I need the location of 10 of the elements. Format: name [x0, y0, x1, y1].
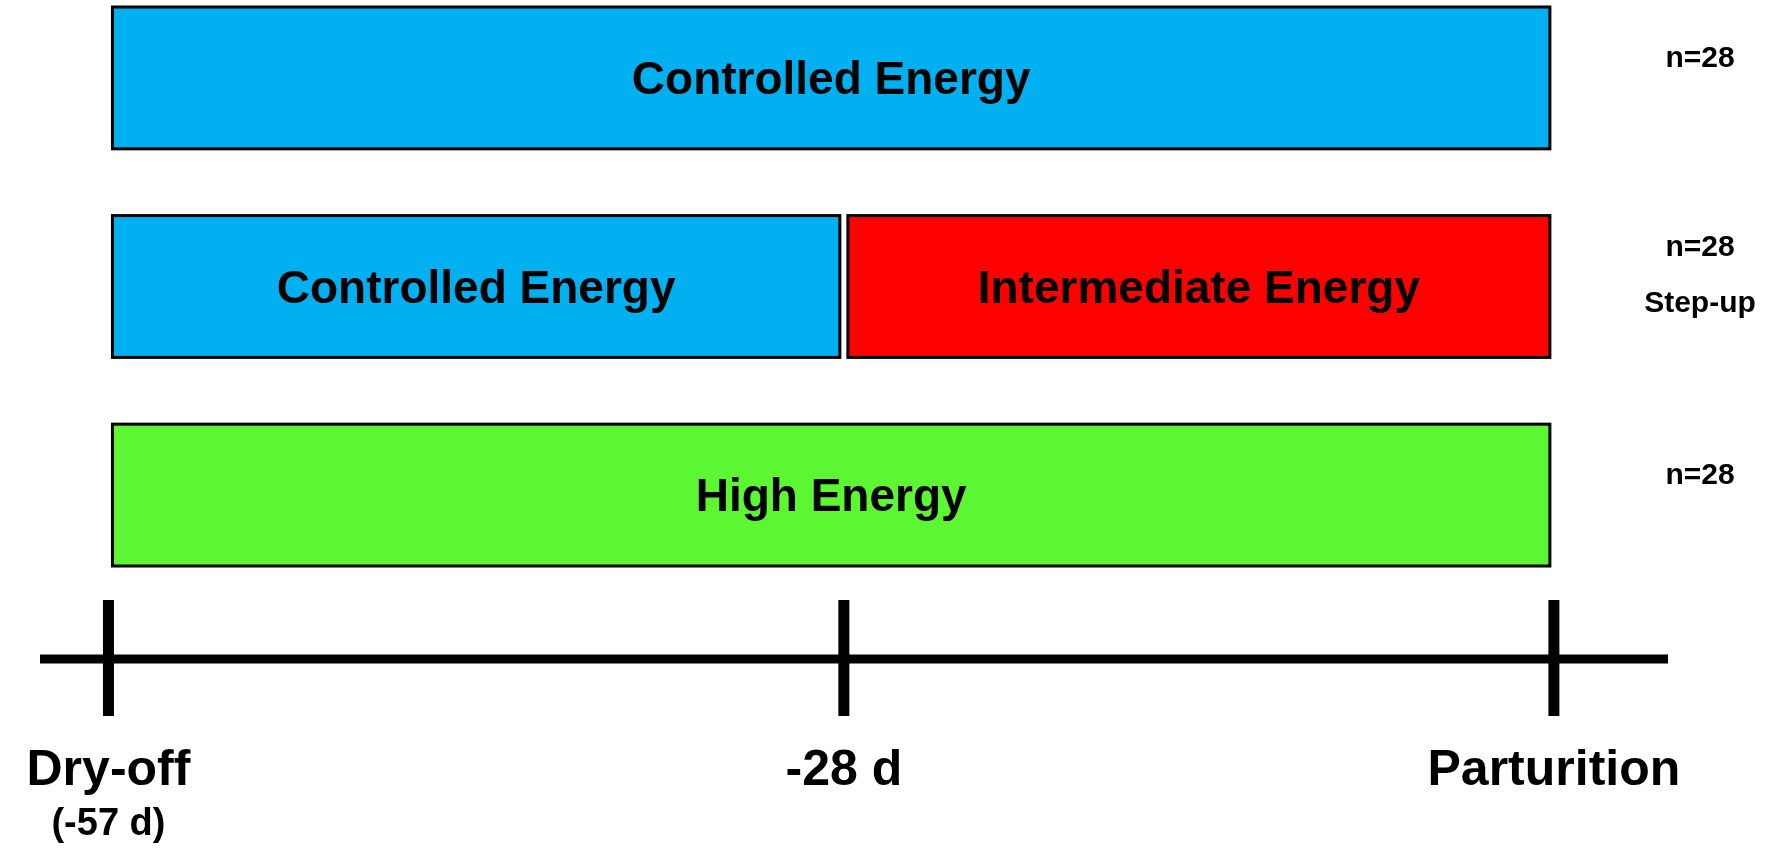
- data-label: Controlled Energy: [276, 260, 676, 313]
- x-tick-label: Parturition: [1427, 740, 1681, 796]
- x-tick-label: Dry-off (-57 d): [26, 740, 191, 843]
- y-tick-label: n=28: [1665, 40, 1735, 73]
- x-tick-label: -28 d: [785, 740, 903, 796]
- y-tick-label: n=28 Step-up: [1644, 228, 1756, 318]
- data-label: Intermediate Energy: [977, 260, 1421, 313]
- data-label: High Energy: [695, 469, 968, 522]
- y-tick-label: n=28: [1665, 457, 1735, 491]
- data-label: Controlled Energy: [631, 51, 1031, 104]
